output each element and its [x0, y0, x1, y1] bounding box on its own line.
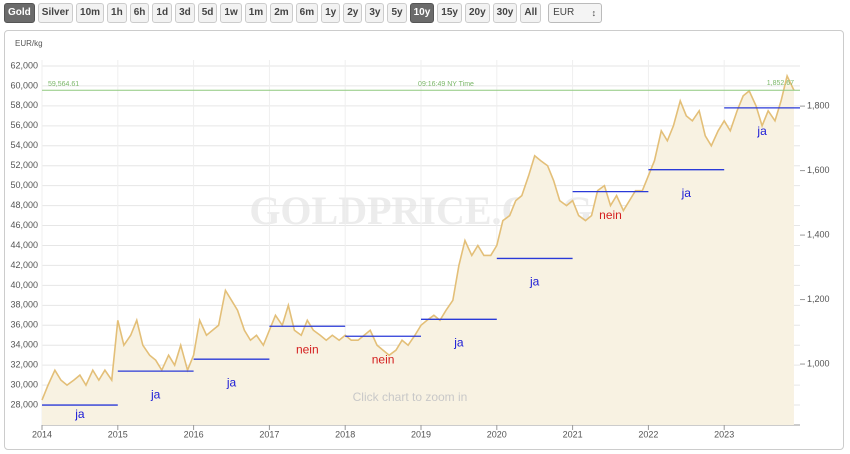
range-button[interactable]: 1w: [220, 3, 242, 23]
range-button[interactable]: 10y: [409, 3, 435, 23]
y2-tick-label: 1,600: [807, 165, 830, 175]
y-tick-label: 28,000: [10, 399, 38, 409]
average-label: nein: [296, 342, 319, 356]
range-button[interactable]: 2y: [343, 3, 363, 23]
x-tick-label: 2021: [563, 429, 583, 439]
range-button[interactable]: 1y: [321, 3, 341, 23]
average-label: ja: [756, 124, 767, 138]
range-button[interactable]: 20y: [464, 3, 490, 23]
average-label: ja: [150, 387, 161, 401]
y-tick-label: 34,000: [10, 340, 38, 350]
average-label: ja: [681, 186, 692, 200]
range-button[interactable]: 1m: [244, 3, 268, 23]
average-label: ja: [529, 275, 540, 289]
average-label: nein: [372, 352, 395, 366]
y2-tick-label: 1,000: [807, 358, 830, 368]
y-tick-label: 44,000: [10, 240, 38, 250]
x-tick-label: 2019: [411, 429, 431, 439]
average-label: ja: [74, 407, 85, 421]
range-button[interactable]: Silver: [37, 3, 74, 23]
y2-tick-label: 1,200: [807, 294, 830, 304]
y-tick-label: 60,000: [10, 80, 38, 90]
x-tick-label: 2015: [108, 429, 128, 439]
range-button[interactable]: 30y: [492, 3, 518, 23]
average-label: nein: [599, 208, 622, 222]
toolbar: Gold Silver 10m 1h 6h 1d 3d 5d 1w 1m 2m 6m 1y 2y 3y 5y 1…: [4, 3, 603, 23]
range-button[interactable]: 6h: [129, 3, 150, 23]
y-tick-label: 32,000: [10, 360, 38, 370]
range-button[interactable]: 5d: [197, 3, 218, 23]
y-tick-label: 38,000: [10, 300, 38, 310]
x-tick-label: 2020: [487, 429, 507, 439]
range-button[interactable]: 5y: [387, 3, 407, 23]
price-line: [41, 73, 795, 401]
chart-frame: [4, 30, 844, 450]
y-tick-label: 36,000: [10, 320, 38, 330]
currency-select[interactable]: EUR: [548, 3, 603, 23]
reference-label: 59,564.61: [48, 81, 79, 88]
range-button[interactable]: 1h: [107, 3, 127, 23]
range-button[interactable]: Gold: [4, 3, 35, 23]
x-tick-label: 2016: [184, 429, 204, 439]
zoom-hint: Click chart to zoom in: [353, 390, 468, 404]
y-tick-label: 40,000: [10, 280, 38, 290]
x-tick-label: 2022: [638, 429, 658, 439]
range-button[interactable]: 3y: [365, 3, 385, 23]
range-button[interactable]: 15y: [437, 3, 462, 23]
y-tick-label: 54,000: [10, 140, 38, 150]
range-button[interactable]: 2m: [270, 3, 293, 23]
reference-time: 09:16:49 NY Time: [418, 81, 474, 88]
range-button[interactable]: All: [520, 3, 542, 23]
average-label: ja: [453, 335, 464, 349]
y-tick-label: 30,000: [10, 379, 38, 389]
y-tick-label: 52,000: [10, 160, 38, 170]
range-button[interactable]: 6m: [295, 3, 319, 23]
y-tick-label: 50,000: [10, 180, 38, 190]
y-tick-label: 42,000: [10, 260, 38, 270]
y-tick-label: 48,000: [10, 200, 38, 210]
area-fill: [42, 75, 794, 425]
y-tick-label: 56,000: [10, 120, 38, 130]
reference-y2-label: 1,852.67: [767, 80, 794, 87]
range-button[interactable]: 3d: [175, 3, 195, 23]
x-tick-label: 2018: [335, 429, 355, 439]
y2-tick-label: 1,800: [807, 100, 830, 110]
y-tick-label: 46,000: [10, 220, 38, 230]
y-axis-label: EUR/kg: [15, 39, 43, 48]
y-tick-label: 62,000: [10, 60, 38, 70]
x-tick-label: 2023: [714, 429, 734, 439]
y2-tick-label: 1,400: [807, 229, 830, 239]
x-tick-label: 2017: [259, 429, 279, 439]
average-label: ja: [226, 375, 237, 389]
range-button[interactable]: 1d: [152, 3, 173, 23]
x-tick-label: 2014: [32, 429, 52, 439]
range-button[interactable]: 10m: [76, 3, 105, 23]
y-tick-label: 58,000: [10, 100, 38, 110]
